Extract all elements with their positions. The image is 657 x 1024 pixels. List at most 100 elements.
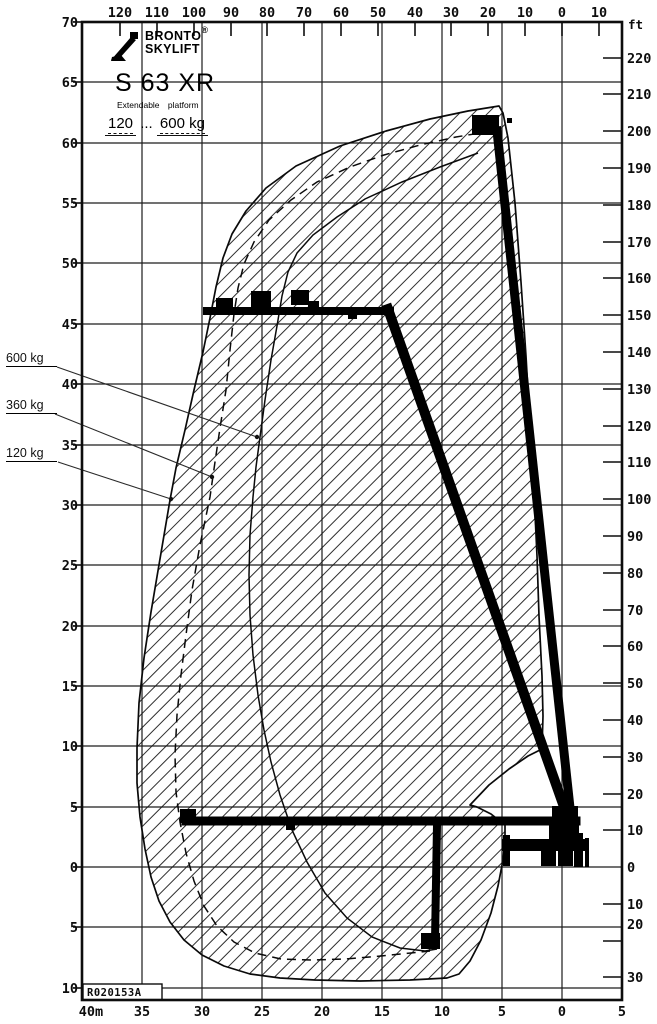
left-axis-label: 35 (62, 438, 78, 454)
right-axis-label: 20 (627, 917, 643, 933)
left-axis-label: 60 (62, 136, 78, 152)
machine-part (552, 806, 578, 826)
leader-endpoint (209, 474, 215, 480)
left-axis-label: 0 (70, 860, 78, 876)
envelope-layer (136, 105, 544, 982)
capacity-dots: ... (140, 115, 153, 132)
right-axis-label: 90 (627, 529, 643, 545)
frame-layer: R020153A (80, 20, 624, 1002)
left-axis-label: 70 (62, 15, 78, 31)
machine-silhouette-layer (180, 115, 589, 949)
left-axis-label: 50 (62, 256, 78, 272)
capacity-range: 120 ... 600 kg (105, 115, 253, 136)
left-axis-label: 40 (62, 377, 78, 393)
bottom-axis-label: 25 (254, 1004, 270, 1020)
top-axis-label: 80 (259, 5, 275, 21)
machine-part (180, 809, 196, 823)
load-label-leader (56, 366, 258, 438)
right-axis-label: 200 (627, 124, 651, 140)
left-axis-label: 5 (70, 800, 78, 816)
brand-line2: SKYLIFT (145, 41, 200, 56)
right-axis-label: 110 (627, 455, 651, 471)
machine-part (308, 301, 319, 308)
bottom-axis-label: 40m (79, 1004, 103, 1020)
drawing-number: R020153A (87, 987, 142, 999)
right-axis-label: 160 (627, 271, 651, 287)
load-label-600kg: 600 kg (6, 351, 57, 367)
right-axis-label: 40 (627, 713, 643, 729)
right-axis-label: 60 (627, 639, 643, 655)
left-axis-label: 15 (62, 679, 78, 695)
brand-line1: BRONTO (145, 29, 202, 43)
right-axis-label: 80 (627, 566, 643, 582)
top-axis-label: 70 (296, 5, 312, 21)
right-axis-label: 30 (627, 970, 643, 986)
right-axis-label: 130 (627, 382, 651, 398)
left-axis-label: 25 (62, 558, 78, 574)
machine-part (286, 824, 295, 830)
plot-border (80, 20, 624, 1002)
bottom-axis-label: 0 (558, 1004, 566, 1020)
brand-wordmark: BRONTO® SKYLIFT (145, 26, 208, 56)
right-axis-label: 70 (627, 603, 643, 619)
capacity-max: 600 kg (156, 115, 208, 136)
load-label-120kg: 120 kg (6, 446, 57, 462)
machine-part (574, 833, 583, 867)
right-axis-label: 120 (627, 419, 651, 435)
axis-labels-layer: 120 110 100 90 80 70 60 50 40 30 20 10 0 102202102001… (62, 5, 652, 1020)
right-axis-label: 10 (627, 823, 643, 839)
load-label-leader (57, 461, 172, 500)
bottom-axis-label: 15 (374, 1004, 390, 1020)
machine-part (541, 851, 556, 866)
left-axis-label: 55 (62, 196, 78, 212)
left-axis-label: 10 (62, 739, 78, 755)
top-axis-label: 10 (591, 5, 607, 21)
left-axis-label: 10 (62, 981, 78, 997)
right-axis-label: 220 (627, 51, 651, 67)
right-axis-label: 190 (627, 161, 651, 177)
right-axis-label: 10 (627, 897, 643, 913)
left-axis-label: 65 (62, 75, 78, 91)
boom-line (381, 302, 576, 828)
envelope-outline-360kg (174, 130, 493, 961)
load-label-360kg: 360 kg (6, 398, 57, 414)
machine-part (421, 933, 440, 949)
machine-part (585, 838, 589, 867)
boom-line (492, 126, 576, 822)
machine-part (291, 290, 309, 305)
right-axis-label: 50 (627, 676, 643, 692)
left-axis-label: 20 (62, 619, 78, 635)
machine-part (503, 835, 510, 866)
right-axis-label: 20 (627, 787, 643, 803)
registered-mark: ® (201, 25, 209, 35)
machine-part (502, 839, 586, 851)
envelope-outline-600kg (248, 152, 479, 952)
right-axis-label: 100 (627, 492, 651, 508)
machine-part (472, 115, 499, 135)
left-axis-label: 30 (62, 498, 78, 514)
model-name: S 63 XR (115, 69, 216, 97)
leader-endpoint (254, 434, 260, 440)
bottom-axis-label: 5 (498, 1004, 506, 1020)
bottom-axis-label: 35 (134, 1004, 150, 1020)
top-axis-label: 0 (558, 5, 566, 21)
title-block: BRONTO® SKYLIFT S 63 XR Extendable platf… (103, 26, 253, 136)
top-axis-label: 110 (145, 5, 169, 21)
left-axis-label: 45 (62, 317, 78, 333)
envelope-outline-120kg (136, 105, 544, 982)
right-axis-label: 150 (627, 308, 651, 324)
right-axis-label: 180 (627, 198, 651, 214)
bottom-axis-label: 10 (434, 1004, 450, 1020)
bronto-skylift-logo: BRONTO® SKYLIFT (111, 26, 253, 62)
right-axis-label: 30 (627, 750, 643, 766)
platform-subtitle: Extendable platform (117, 100, 199, 110)
bottom-axis-label: 5 (618, 1004, 626, 1020)
top-axis-label: 60 (333, 5, 349, 21)
top-axis-label: 30 (443, 5, 459, 21)
top-axis-label: 40 (407, 5, 423, 21)
capacity-min: 120 (105, 115, 137, 136)
right-axis-label: 170 (627, 235, 651, 251)
machine-part (216, 298, 233, 311)
